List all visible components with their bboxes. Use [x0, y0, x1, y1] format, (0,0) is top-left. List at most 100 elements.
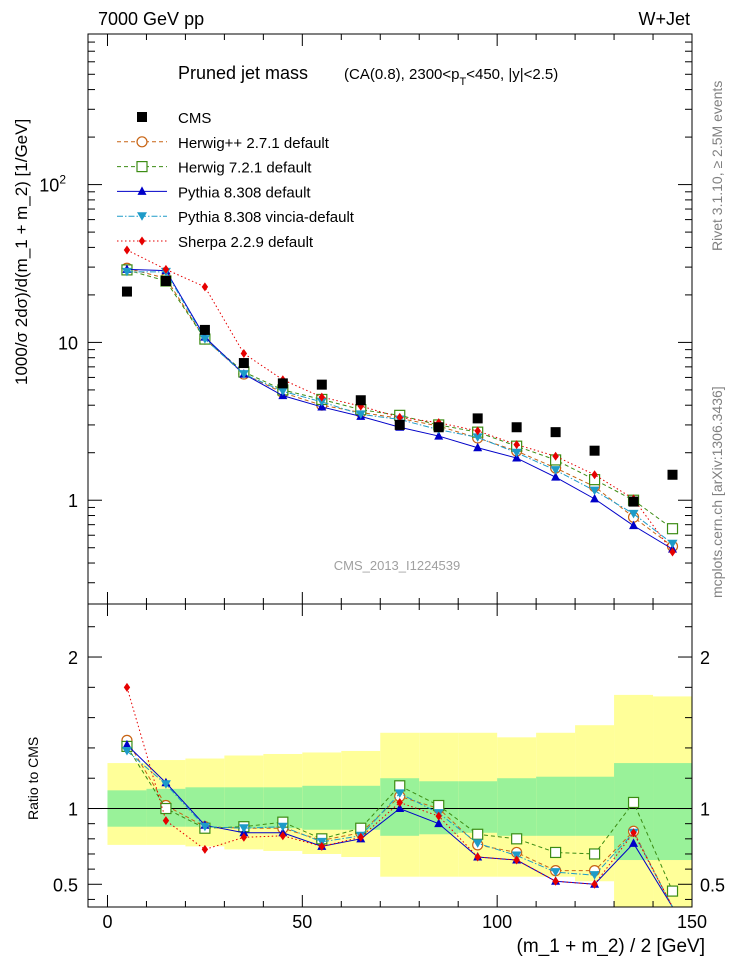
analysis-id: CMS_2013_I1224539 — [334, 558, 461, 573]
main-point-herwig7 — [666, 523, 679, 535]
main-point-sherpa — [396, 412, 403, 422]
ratio-point-sherpa — [396, 797, 403, 807]
ratio-point-pythia — [122, 739, 132, 749]
main-point-vincia — [589, 486, 600, 496]
ratio-point-sherpa — [240, 832, 248, 842]
ratio-point-sherpa — [630, 828, 637, 838]
ratio-point-vincia — [589, 871, 600, 880]
ratio-point-sherpa — [162, 816, 170, 826]
main-y-tick-label: 10 — [58, 333, 78, 353]
plot-subtitle-a: (CA(0.8), 2300<p — [344, 66, 459, 83]
ratio-point-sherpa — [123, 682, 131, 692]
series-layer — [121, 245, 679, 908]
main-point-cms — [667, 469, 678, 480]
main-point-cms — [121, 286, 132, 297]
main-point-sherpa — [123, 245, 131, 255]
ratio-point-sherpa — [552, 876, 559, 886]
ratio-point-vincia — [121, 746, 132, 756]
ratio-band-inner — [653, 763, 692, 861]
plot-subtitle-sub: T — [459, 76, 466, 88]
legend-entry-herwig7: Herwig 7.2.1 default — [117, 160, 312, 177]
legend-label-vincia: Pythia 8.308 vincia-default — [178, 209, 355, 226]
legend-marker-herwigpp — [136, 136, 148, 148]
plot-subtitle: (CA(0.8), 2300<pT<450, |y|<2.5) — [344, 66, 558, 88]
main-point-cms — [238, 358, 249, 369]
main-point-sherpa — [591, 470, 598, 480]
main-y-tick-label: 1 — [68, 491, 78, 511]
main-point-cms — [550, 427, 561, 438]
main-point-cms — [160, 275, 171, 286]
main-point-sherpa — [201, 282, 209, 292]
ratio-point-sherpa — [279, 831, 287, 841]
ratio-point-herwig7 — [588, 848, 601, 860]
ratio-series-sherpa — [123, 682, 673, 908]
ratio-y-tick-label-right: 2 — [700, 648, 710, 668]
main-point-pythia — [590, 493, 600, 503]
main-point-vincia — [628, 509, 639, 519]
main-point-vincia — [316, 397, 327, 407]
ratio-point-herwig7 — [627, 796, 640, 809]
x-tick-label: 150 — [677, 912, 707, 932]
x-tick-label: 50 — [292, 912, 312, 932]
ratio-point-vincia — [277, 822, 288, 832]
header-left: 7000 GeV pp — [98, 9, 204, 29]
ratio-point-vincia — [199, 822, 210, 832]
legend-entry-herwigpp: Herwig++ 2.7.1 default — [117, 135, 330, 152]
legend-marker-pythia — [137, 186, 147, 195]
ratio-band-inner — [497, 778, 537, 836]
main-point-sherpa — [474, 426, 481, 436]
ratio-point-pythia — [629, 838, 639, 847]
ratio-band-inner — [341, 785, 381, 830]
main-point-cms — [628, 496, 639, 507]
ratio-band-inner — [302, 785, 342, 830]
ratio-point-sherpa — [357, 832, 364, 842]
ratio-y-tick-label-right: 0.5 — [700, 875, 725, 895]
main-point-sherpa — [162, 264, 170, 274]
main-line-vincia — [126, 271, 673, 545]
ratio-point-sherpa — [513, 855, 520, 865]
ratio-point-pythia — [434, 818, 444, 828]
x-tick-label: 100 — [482, 912, 512, 932]
ratio-point-vincia — [394, 789, 405, 798]
main-point-pythia — [551, 472, 561, 481]
main-point-vincia — [511, 448, 522, 458]
ratio-point-vincia — [160, 780, 171, 789]
legend-entry-sherpa: Sherpa 2.2.9 default — [117, 234, 314, 251]
main-point-cms — [472, 413, 483, 424]
header-right: W+Jet — [638, 9, 690, 29]
ratio-point-herwig7 — [433, 799, 445, 812]
legend-marker-herwig7 — [136, 161, 148, 173]
main-point-vincia — [472, 433, 483, 442]
main-point-pythia — [473, 442, 483, 452]
ratio-point-herwig7 — [394, 780, 406, 792]
ratio-point-vincia — [238, 824, 249, 833]
x-tick-label: 0 — [102, 912, 112, 932]
plot-subtitle-b: <450, |y|<2.5) — [466, 66, 558, 83]
ratio-y-tick-label-right: 1 — [700, 800, 710, 820]
legend-label-cms: CMS — [178, 110, 211, 127]
ratio-band-inner — [458, 781, 498, 833]
ratio-point-herwig7 — [550, 846, 562, 859]
legend: CMS Herwig++ 2.7.1 default Herwig 7.2.1 de… — [117, 110, 355, 251]
ratio-y-tick-label: 2 — [68, 648, 78, 668]
ratio-point-herwig7 — [666, 885, 679, 897]
main-point-cms — [316, 379, 327, 390]
ratio-band-inner — [536, 776, 576, 836]
main-line-herwigpp — [126, 267, 673, 547]
legend-label-herwig7: Herwig 7.2.1 default — [178, 160, 312, 177]
legend-marker-sherpa — [138, 236, 146, 246]
legend-entry-pythia: Pythia 8.308 default — [117, 184, 311, 201]
ratio-point-herwig7 — [472, 828, 484, 840]
main-point-cms — [511, 422, 522, 433]
main-point-vincia — [550, 466, 561, 475]
main-point-cms — [394, 419, 405, 430]
main-point-pythia — [434, 431, 444, 440]
main-point-sherpa — [240, 349, 248, 359]
main-point-vincia — [121, 267, 132, 277]
ratio-series-vincia — [121, 746, 673, 908]
main-point-vincia — [667, 539, 678, 549]
main-point-sherpa — [513, 440, 520, 450]
main-y-axis-title: 1000/σ 2dσ)/d(m_1 + m_2) [1/GeV] — [12, 119, 31, 385]
main-point-cms — [589, 445, 600, 456]
